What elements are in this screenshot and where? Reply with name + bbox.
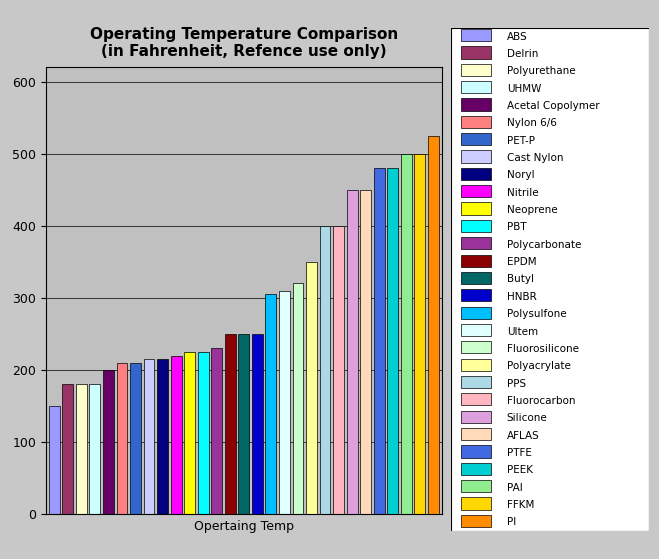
Bar [360, 190, 371, 514]
Bar [320, 226, 331, 514]
Bar [387, 168, 398, 514]
Bar [461, 168, 491, 180]
Bar [461, 202, 491, 215]
Bar [461, 324, 491, 336]
Bar [461, 254, 491, 267]
Text: Cast Nylon: Cast Nylon [507, 153, 563, 163]
Bar [461, 306, 491, 319]
Text: Noryl: Noryl [507, 170, 534, 181]
Bar [461, 446, 491, 457]
Text: Nitrile: Nitrile [507, 188, 538, 198]
Text: FFKM: FFKM [507, 500, 534, 510]
Bar [252, 334, 263, 514]
Text: Acetal Copolymer: Acetal Copolymer [507, 101, 600, 111]
Bar [171, 356, 181, 514]
Text: Fluorocarbon: Fluorocarbon [507, 396, 575, 406]
Text: Silicone: Silicone [507, 413, 548, 423]
Text: Fluorosilicone: Fluorosilicone [507, 344, 579, 354]
Text: Nylon 6/6: Nylon 6/6 [507, 119, 557, 129]
Text: Polyacrylate: Polyacrylate [507, 361, 571, 371]
Bar [461, 463, 491, 475]
Bar [103, 370, 114, 514]
Bar [461, 394, 491, 405]
Bar [306, 262, 317, 514]
Bar [49, 406, 60, 514]
Text: PBT: PBT [507, 222, 527, 233]
Bar [461, 515, 491, 527]
Text: AFLAS: AFLAS [507, 430, 540, 440]
FancyBboxPatch shape [451, 28, 649, 531]
Bar [461, 98, 491, 111]
Bar [461, 150, 491, 163]
Bar [461, 480, 491, 492]
Bar [461, 237, 491, 249]
Text: Polysulfone: Polysulfone [507, 309, 566, 319]
Bar [461, 342, 491, 353]
Title: Operating Temperature Comparison
(in Fahrenheit, Refence use only): Operating Temperature Comparison (in Fah… [90, 27, 398, 59]
Text: ABS: ABS [507, 32, 527, 41]
Text: Polycarbonate: Polycarbonate [507, 240, 581, 250]
Bar [293, 283, 303, 514]
Text: PPS: PPS [507, 378, 526, 389]
Bar [461, 185, 491, 197]
Bar [461, 81, 491, 93]
Bar [461, 46, 491, 59]
Bar [401, 154, 412, 514]
Bar [461, 359, 491, 371]
Text: Delrin: Delrin [507, 49, 538, 59]
Bar [157, 359, 168, 514]
Bar [461, 220, 491, 232]
Bar [461, 428, 491, 440]
Bar [130, 363, 141, 514]
Text: PET-P: PET-P [507, 136, 534, 146]
Bar [461, 29, 491, 41]
Bar [144, 359, 154, 514]
Bar [279, 291, 290, 514]
Text: UHMW: UHMW [507, 84, 541, 94]
Bar [347, 190, 358, 514]
Bar [266, 294, 276, 514]
Text: Polyurethane: Polyurethane [507, 67, 575, 77]
Bar [461, 376, 491, 388]
Bar [461, 64, 491, 76]
Bar [117, 363, 127, 514]
Text: PI: PI [507, 518, 516, 527]
Bar [461, 498, 491, 510]
Bar [185, 352, 195, 514]
Bar [374, 168, 385, 514]
Bar [461, 289, 491, 301]
Bar [415, 154, 425, 514]
Bar [428, 136, 439, 514]
Bar [90, 385, 100, 514]
Bar [63, 385, 73, 514]
Bar [212, 348, 222, 514]
Text: Neoprene: Neoprene [507, 205, 558, 215]
Text: PEEK: PEEK [507, 465, 532, 475]
Bar [461, 133, 491, 145]
Bar [198, 352, 209, 514]
Bar [225, 334, 236, 514]
X-axis label: Opertaing Temp: Opertaing Temp [194, 520, 294, 533]
Bar [461, 116, 491, 128]
Bar [461, 272, 491, 284]
Text: HNBR: HNBR [507, 292, 536, 302]
Text: Butyl: Butyl [507, 274, 534, 285]
Bar [239, 334, 249, 514]
Bar [76, 385, 87, 514]
Text: Ultem: Ultem [507, 326, 538, 337]
Text: EPDM: EPDM [507, 257, 536, 267]
Text: PAI: PAI [507, 482, 523, 492]
Text: PTFE: PTFE [507, 448, 532, 458]
Bar [461, 411, 491, 423]
Bar [333, 226, 344, 514]
